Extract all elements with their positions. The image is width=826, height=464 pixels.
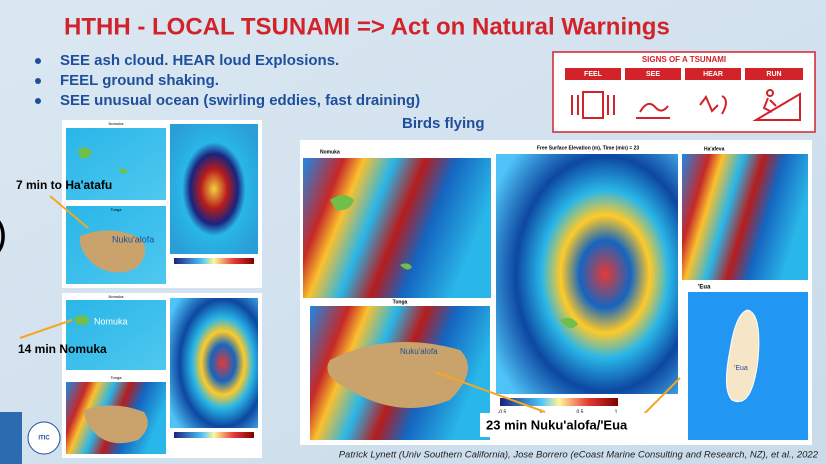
annotation: 7 min to Ha'atafu: [16, 178, 112, 192]
bullet-dot: [35, 58, 41, 64]
logo-text: ITIC: [38, 436, 50, 442]
annotation-box: [480, 413, 670, 437]
bullet-continuation: Birds flying: [402, 115, 485, 132]
island: [726, 309, 760, 402]
sign-icons: [571, 89, 801, 121]
sign-tab: [685, 68, 741, 80]
island: [84, 405, 148, 444]
small-panel-top: Nomuka Tonga Nuku'alofa: [62, 120, 262, 288]
island: [79, 230, 146, 273]
logo-strip: [0, 412, 22, 464]
bullet: SEE ash cloud. HEAR loud Explosions.: [60, 52, 339, 69]
colorbar-tick: 1: [615, 409, 618, 415]
map-label: Tonga: [111, 375, 123, 380]
place-label: Nomuka: [94, 316, 128, 326]
signs-title: SIGNS OF A TSUNAMI: [642, 55, 726, 64]
colorbar: [174, 432, 254, 438]
sign-tab: [745, 68, 803, 80]
map-label: Free Surface Elevation (m), Time (min) =…: [537, 145, 640, 151]
map: [170, 298, 258, 428]
colorbar: [500, 398, 618, 406]
credit: Patrick Lynett (Univ Southern California…: [339, 450, 819, 461]
map-label: Tonga: [393, 299, 408, 305]
island: [74, 315, 90, 326]
place-label: Nuku'alofa: [112, 234, 154, 244]
colorbar-tick: -0.5: [498, 409, 507, 415]
bullet-dot: [35, 98, 41, 104]
sign-tab: [565, 68, 621, 80]
map-label: 'Eua: [698, 285, 711, 291]
sign-label: RUN: [766, 71, 781, 78]
map: [496, 154, 678, 394]
sign-tab: [625, 68, 681, 80]
large-panel: Nomuka Free Surface Elevation (m), Time …: [300, 140, 812, 445]
map-label: Tonga: [111, 207, 123, 212]
colorbar: [174, 258, 254, 264]
map: [66, 300, 166, 370]
sign-label: HEAR: [703, 71, 723, 78]
map: [66, 128, 166, 200]
title: HTHH - LOCAL TSUNAMI => Act on Natural W…: [64, 13, 670, 40]
colorbar-tick: 0: [540, 409, 543, 415]
bullet: FEEL ground shaking.: [60, 72, 219, 89]
bullet: SEE unusual ocean (swirling eddies, fast…: [60, 92, 420, 109]
map-label: Nomuka: [109, 121, 125, 126]
island: [330, 195, 412, 270]
bullet-dot: [35, 78, 41, 84]
edge-fragment: ): [0, 212, 7, 256]
island: [560, 317, 578, 329]
annotation: 14 min Nomuka: [18, 342, 107, 356]
map-label: Nomuka: [320, 149, 340, 155]
map-label: Nomuka: [109, 294, 125, 299]
map: [303, 158, 491, 298]
map: [682, 154, 808, 280]
signs-box: SIGNS OF A TSUNAMI FEEL SEE HEAR RUN: [552, 51, 816, 133]
annotation-arrows: [19, 195, 681, 419]
annotation: 23 min Nuku'alofa/'Eua: [486, 417, 628, 432]
map: [170, 124, 258, 254]
bullets: SEE ash cloud. HEAR loud Explosions. FEE…: [35, 52, 485, 132]
sign-label: SEE: [646, 71, 660, 78]
island: [327, 342, 468, 408]
sign-label: FEEL: [584, 71, 603, 78]
place-label: Nuku'alofa: [400, 347, 438, 356]
map-label: Ha'afeva: [704, 146, 725, 152]
logo: [27, 421, 61, 455]
place-label: 'Eua: [734, 365, 748, 372]
small-panel-bottom: Nomuka Nomuka Tonga: [62, 293, 262, 458]
colorbar-tick: 0.5: [577, 409, 584, 415]
island: [78, 147, 128, 174]
